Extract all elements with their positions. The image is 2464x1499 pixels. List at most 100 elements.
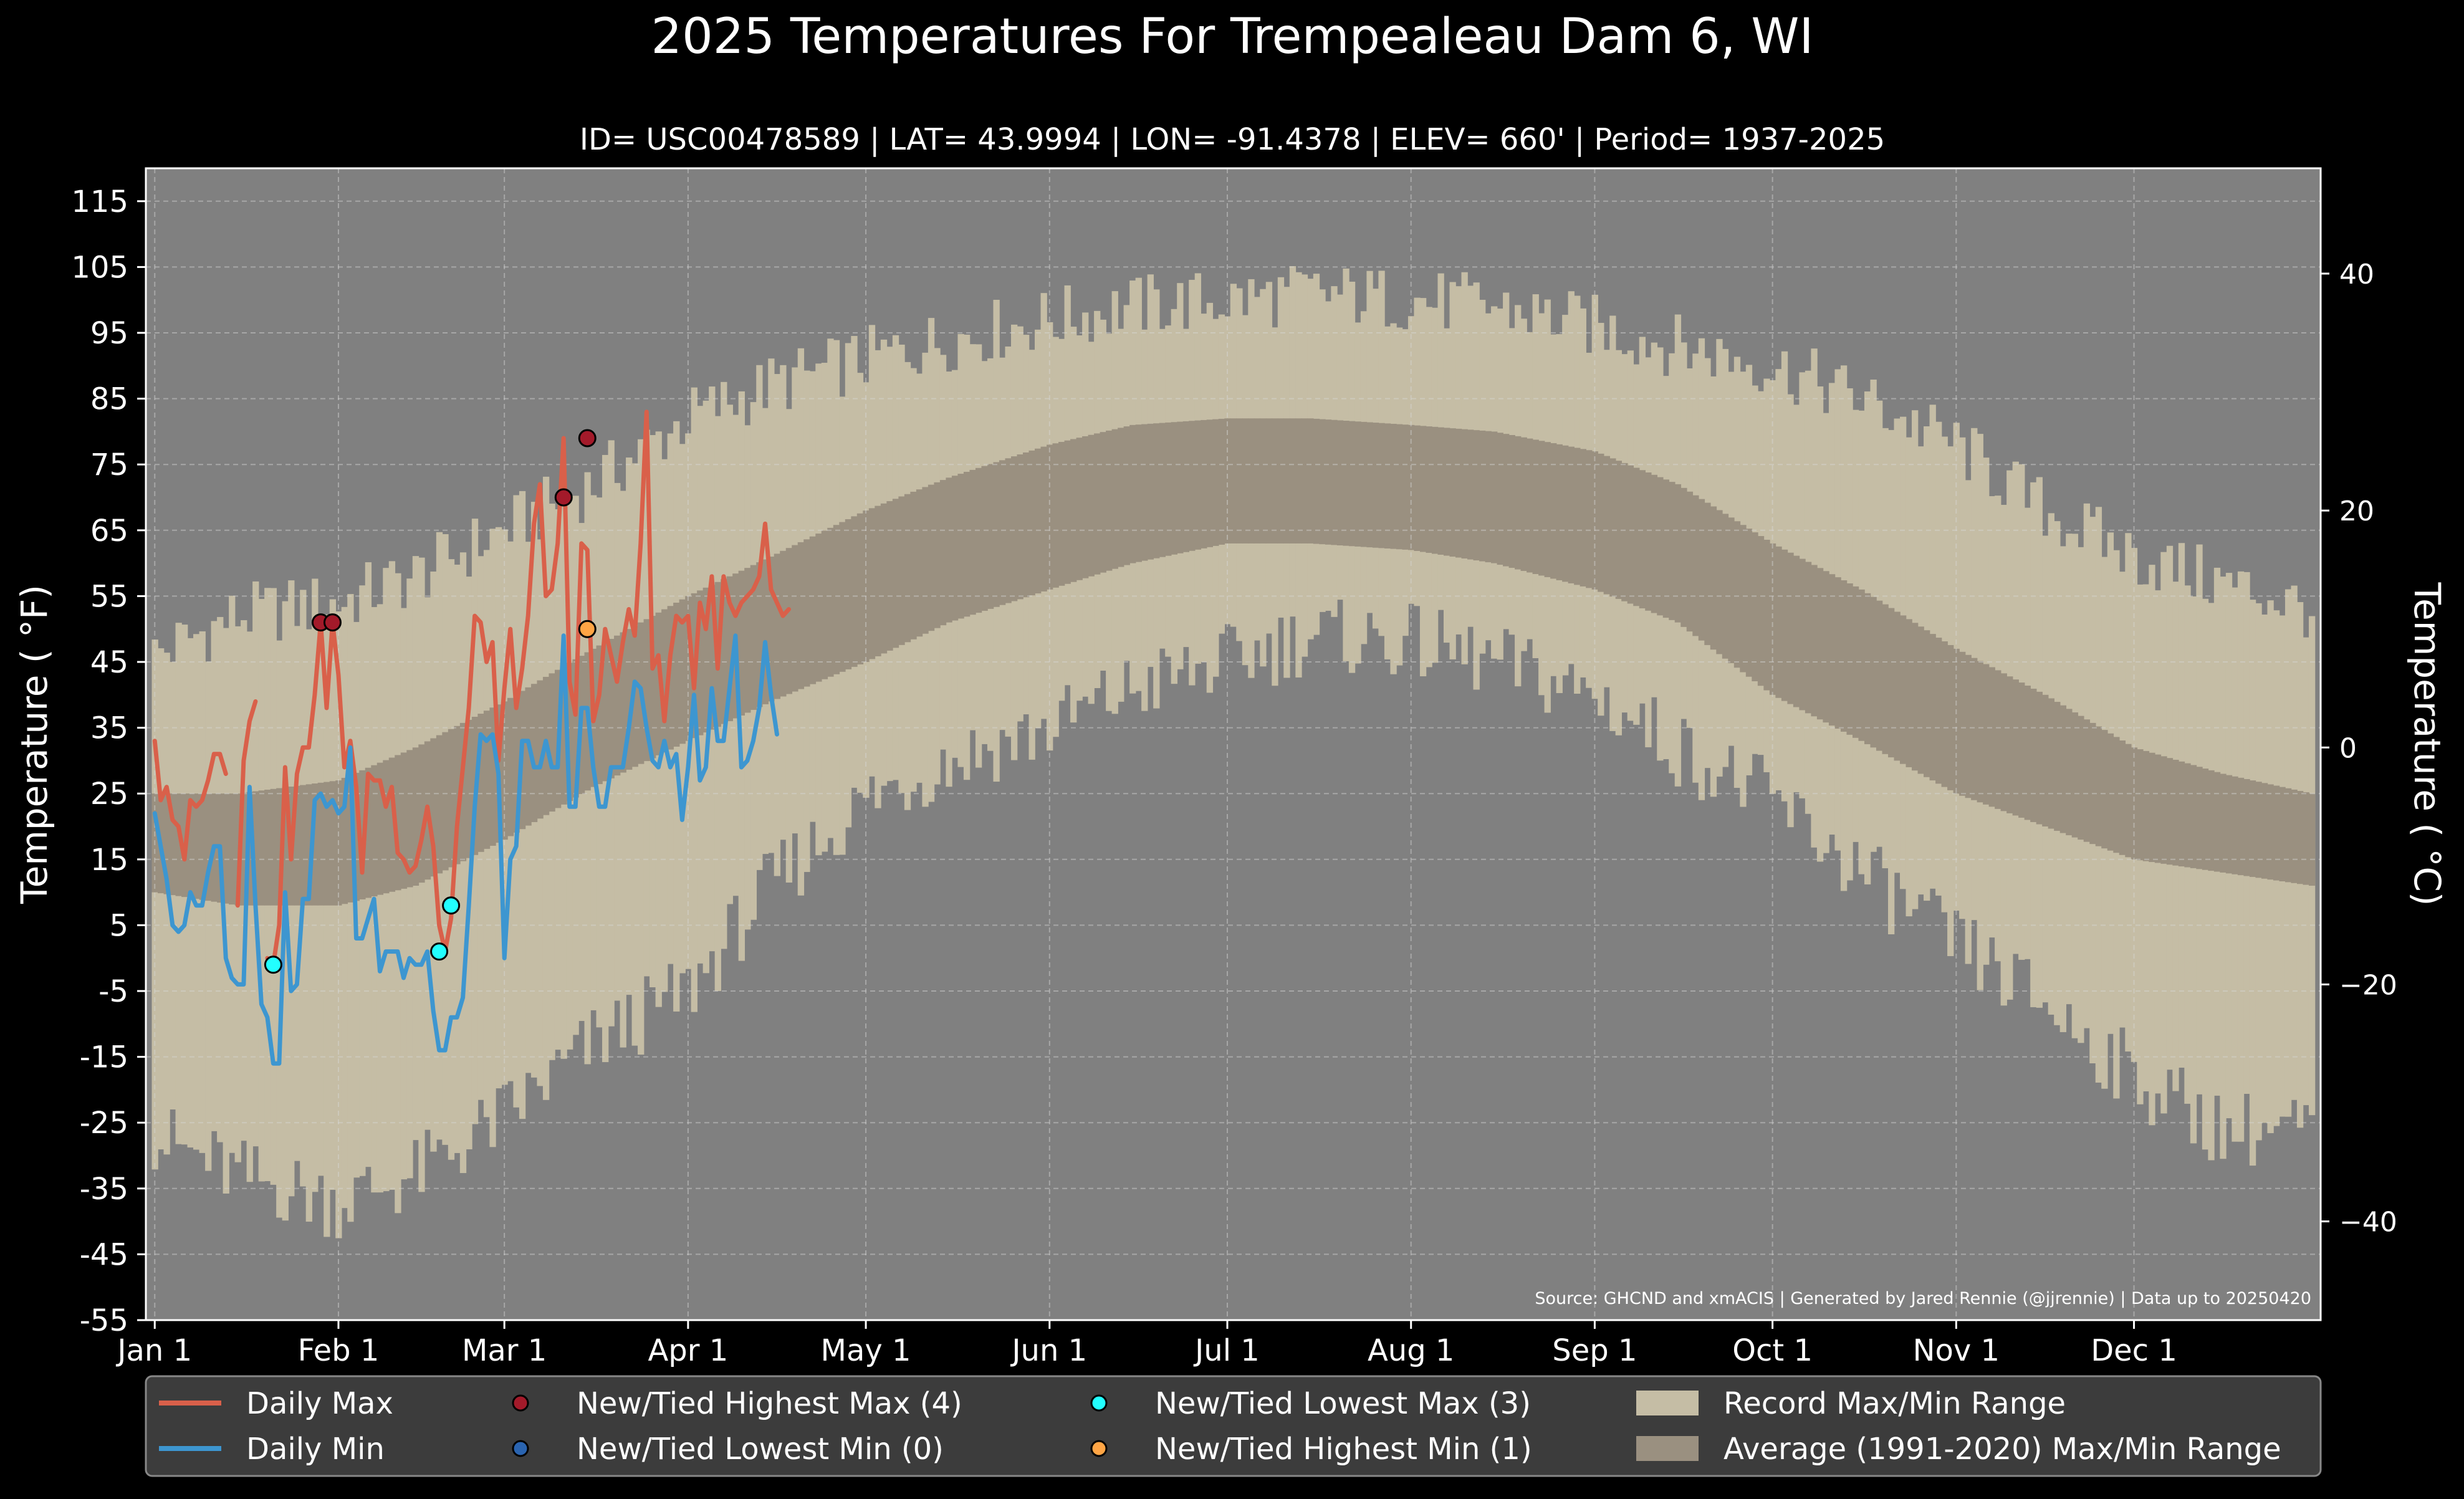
normal-range-bar xyxy=(910,491,917,639)
normal-range-bar xyxy=(199,793,206,900)
normal-range-bar xyxy=(1929,634,1936,781)
normal-range-bar xyxy=(1094,433,1101,575)
normal-range-bar xyxy=(1260,418,1267,544)
normal-range-bar xyxy=(1752,532,1758,682)
normal-range-bar xyxy=(1378,423,1385,548)
normal-range-bar xyxy=(489,707,496,846)
y-tick-label: -45 xyxy=(80,1237,128,1272)
normal-range-bar xyxy=(341,778,348,904)
normal-range-bar xyxy=(1692,495,1699,636)
normal-range-bar xyxy=(1248,418,1255,544)
plot-frame xyxy=(145,167,2322,1321)
legend-label: New/Tied Highest Min (1) xyxy=(1155,1432,1532,1467)
y-axis-label-right: Temperature ( °C) xyxy=(2406,582,2448,906)
record-range-bar xyxy=(223,628,229,1194)
normal-range-bar xyxy=(602,642,609,782)
normal-range-bar xyxy=(1437,427,1444,555)
normal-range-bar xyxy=(975,467,982,613)
normal-range-bar xyxy=(1912,623,1919,771)
normal-range-bar xyxy=(406,750,413,888)
normal-range-bar xyxy=(1070,439,1077,582)
new-tied-highest-max-marker xyxy=(554,488,573,507)
normal-range-bar xyxy=(430,738,437,877)
normal-range-bar xyxy=(868,508,876,659)
normal-range-bar xyxy=(1745,529,1753,677)
normal-range-bar xyxy=(963,472,971,617)
normal-range-bar xyxy=(1603,456,1610,595)
normal-range-bar xyxy=(1313,418,1320,544)
normal-range-bar xyxy=(1265,418,1273,544)
normal-range-bar xyxy=(1840,580,1848,732)
normal-range-bar xyxy=(2178,761,2185,867)
normal-range-bar xyxy=(2054,702,2061,831)
normal-range-bar xyxy=(1823,571,1829,723)
normal-range-bar xyxy=(2012,679,2019,816)
new-tied-lowest-max-marker xyxy=(430,942,449,961)
normal-range-bar xyxy=(1621,462,1628,601)
normal-range-bar xyxy=(726,576,733,722)
normal-range-bar xyxy=(347,775,354,903)
normal-range-bar xyxy=(1941,641,1948,787)
x-tick-label: Sep 1 xyxy=(1552,1333,1637,1368)
normal-range-bar xyxy=(2184,763,2191,868)
normal-range-bar xyxy=(383,760,390,894)
normal-range-bar xyxy=(2208,770,2215,871)
normal-range-bar xyxy=(2024,686,2031,820)
normal-range-bar xyxy=(1047,444,1053,590)
record-range-bar xyxy=(400,608,408,1180)
normal-range-bar xyxy=(1159,423,1166,557)
normal-range-bar xyxy=(1781,549,1788,701)
new-tied-lowest-max-marker xyxy=(442,896,461,915)
normal-range-bar xyxy=(1129,424,1136,563)
normal-range-bar xyxy=(2296,790,2304,884)
normal-range-bar xyxy=(2042,694,2049,826)
normal-range-bar xyxy=(1816,568,1824,720)
normal-range-bar xyxy=(1088,434,1095,577)
legend-marker-swatch xyxy=(512,1394,529,1412)
normal-range-bar xyxy=(1177,421,1184,553)
normal-range-bar xyxy=(916,489,923,637)
record-range-bar xyxy=(466,577,472,1149)
normal-range-bar xyxy=(1307,418,1314,544)
x-tick-label: Aug 1 xyxy=(1368,1333,1455,1368)
normal-range-bar xyxy=(1040,446,1047,591)
normal-range-bar xyxy=(1414,425,1421,551)
normal-range-bar xyxy=(1058,441,1065,586)
normal-range-bar xyxy=(1508,434,1515,568)
normal-range-bar xyxy=(863,510,870,662)
normal-range-bar xyxy=(1283,418,1290,544)
normal-range-bar xyxy=(650,616,656,759)
normal-range-bar xyxy=(1763,539,1770,691)
normal-range-bar xyxy=(2196,767,2203,869)
normal-range-bar xyxy=(1106,430,1113,571)
record-range-bar xyxy=(2249,600,2256,1166)
normal-range-bar xyxy=(2303,792,2309,885)
normal-range-bar xyxy=(1348,421,1356,547)
normal-range-bar xyxy=(2237,777,2245,876)
normal-range-bar xyxy=(803,539,810,687)
normal-range-bar xyxy=(892,499,899,648)
normal-range-bar xyxy=(1917,626,1924,774)
normal-range-bar xyxy=(418,744,425,883)
normal-range-bar xyxy=(1017,454,1023,600)
normal-range-bar xyxy=(1473,430,1480,561)
normal-range-bar xyxy=(1360,421,1368,547)
normal-range-bar xyxy=(1455,428,1462,558)
normal-range-bar xyxy=(175,793,182,896)
normal-range-bar xyxy=(886,501,893,651)
normal-range-bar xyxy=(1728,517,1735,663)
normal-range-bar xyxy=(2213,772,2221,872)
record-range-bar xyxy=(205,661,212,1171)
normal-range-bar xyxy=(1544,442,1551,577)
normal-range-bar xyxy=(946,477,952,623)
record-range-bar xyxy=(246,631,253,1182)
record-range-bar xyxy=(305,629,312,1222)
normal-range-bar xyxy=(1864,593,1871,744)
record-range-bar xyxy=(347,594,354,1222)
normal-range-bar xyxy=(1799,558,1806,711)
normal-range-bar xyxy=(1515,436,1522,570)
normal-range-bar xyxy=(1716,510,1723,654)
y-tick-label: -25 xyxy=(80,1106,128,1141)
normal-range-bar xyxy=(1390,423,1397,549)
normal-range-bar xyxy=(2101,730,2108,849)
